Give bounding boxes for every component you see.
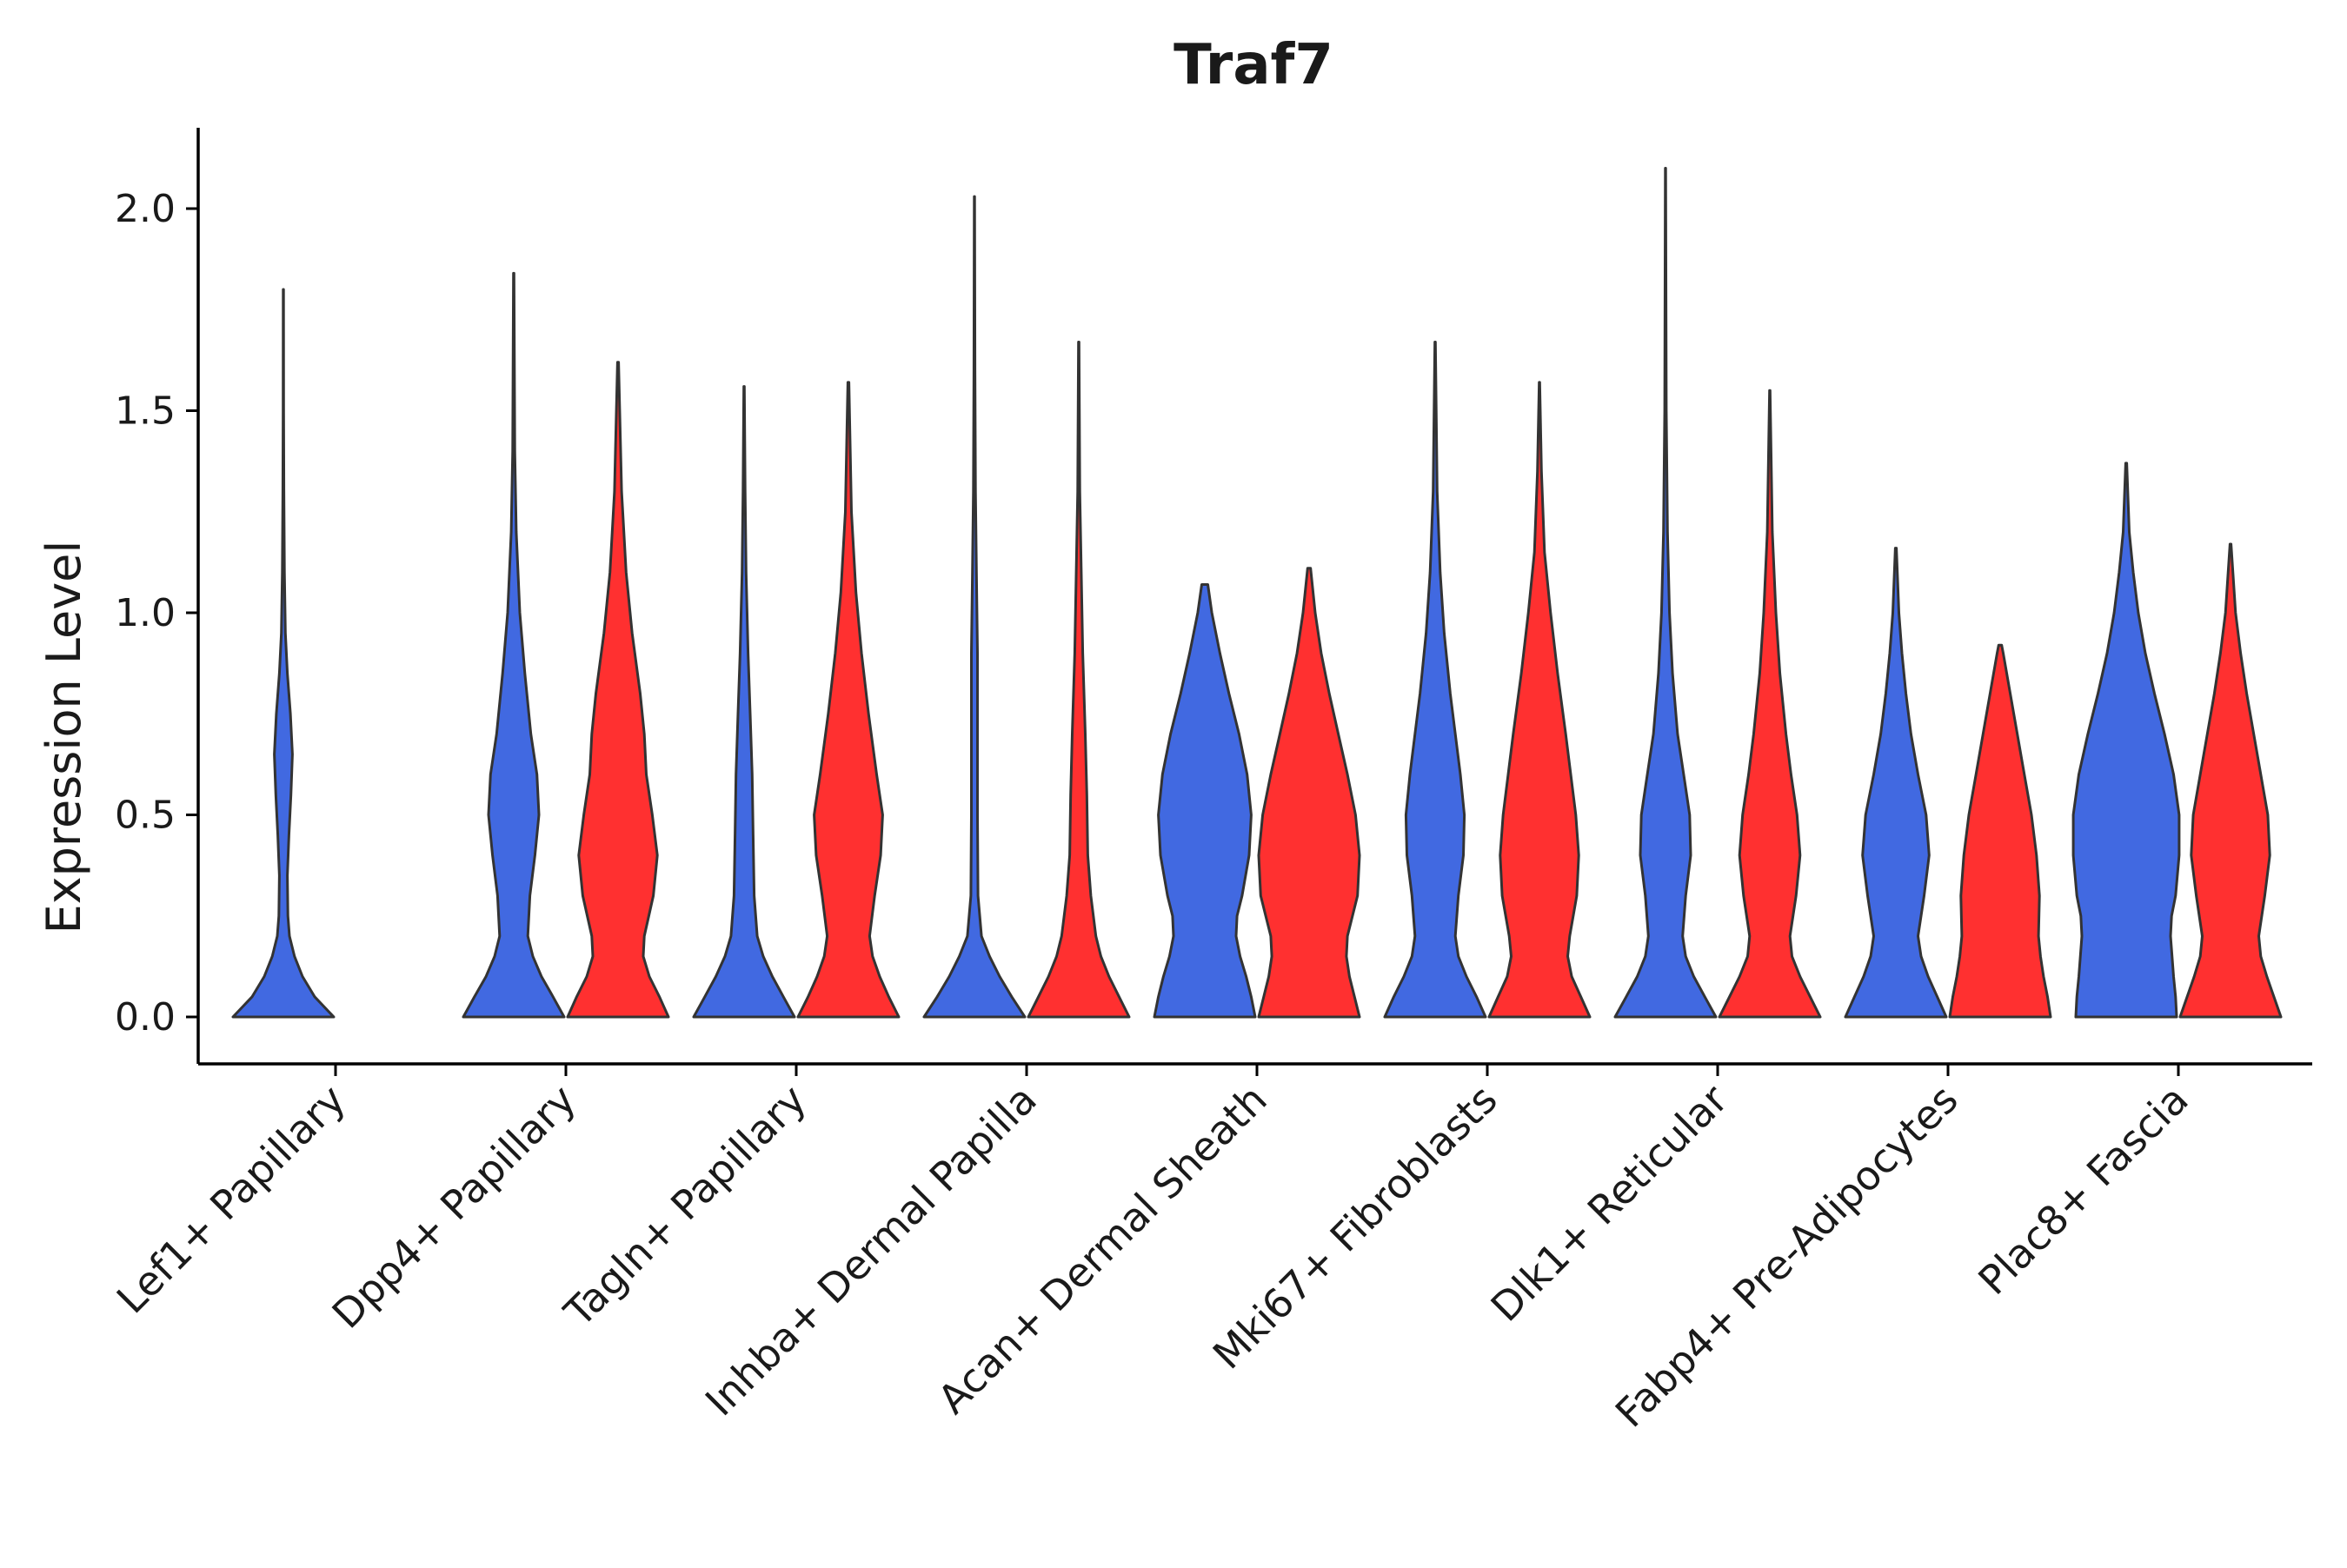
- violin-6-group-1: [1383, 341, 1487, 1019]
- violins-layer: [231, 167, 2283, 1019]
- violin-1-group-1: [231, 288, 336, 1019]
- x-tick-label: Dpp4+ Papillary: [323, 1076, 585, 1338]
- violin-4-group-2: [1027, 341, 1131, 1019]
- x-tick-label: Lef1+ Papillary: [108, 1076, 355, 1323]
- violin-5-group-1: [1153, 583, 1257, 1019]
- violin-8-group-1: [1844, 547, 1948, 1019]
- violin-3-group-2: [796, 381, 901, 1019]
- y-tick-label: 1.5: [115, 389, 176, 434]
- x-tick-label: Plac8+ Fascia: [1969, 1076, 2197, 1304]
- violin-4-group-1: [922, 195, 1027, 1019]
- violin-7-group-1: [1613, 167, 1718, 1019]
- y-axis-label: Expression Level: [37, 541, 91, 934]
- violin-8-group-2: [1948, 643, 2052, 1019]
- violin-7-group-2: [1718, 389, 1822, 1019]
- y-tick-label: 0.5: [115, 794, 176, 838]
- violin-6-group-2: [1487, 381, 1592, 1019]
- x-tick-label: Tagln+ Papillary: [555, 1076, 815, 1337]
- violin-9-group-2: [2178, 542, 2283, 1019]
- chart-title: Traf7: [1174, 33, 1333, 97]
- x-tick-label: Dlk1+ Reticular: [1482, 1076, 1737, 1331]
- violin-2-group-1: [462, 271, 566, 1019]
- violin-9-group-1: [2071, 462, 2181, 1019]
- y-tick-label: 0.0: [115, 995, 176, 1040]
- violin-3-group-1: [692, 385, 796, 1019]
- violin-2-group-2: [566, 361, 670, 1019]
- y-tick-label: 1.0: [115, 591, 176, 635]
- violin-5-group-2: [1257, 567, 1361, 1019]
- y-tick-label: 2.0: [115, 187, 176, 231]
